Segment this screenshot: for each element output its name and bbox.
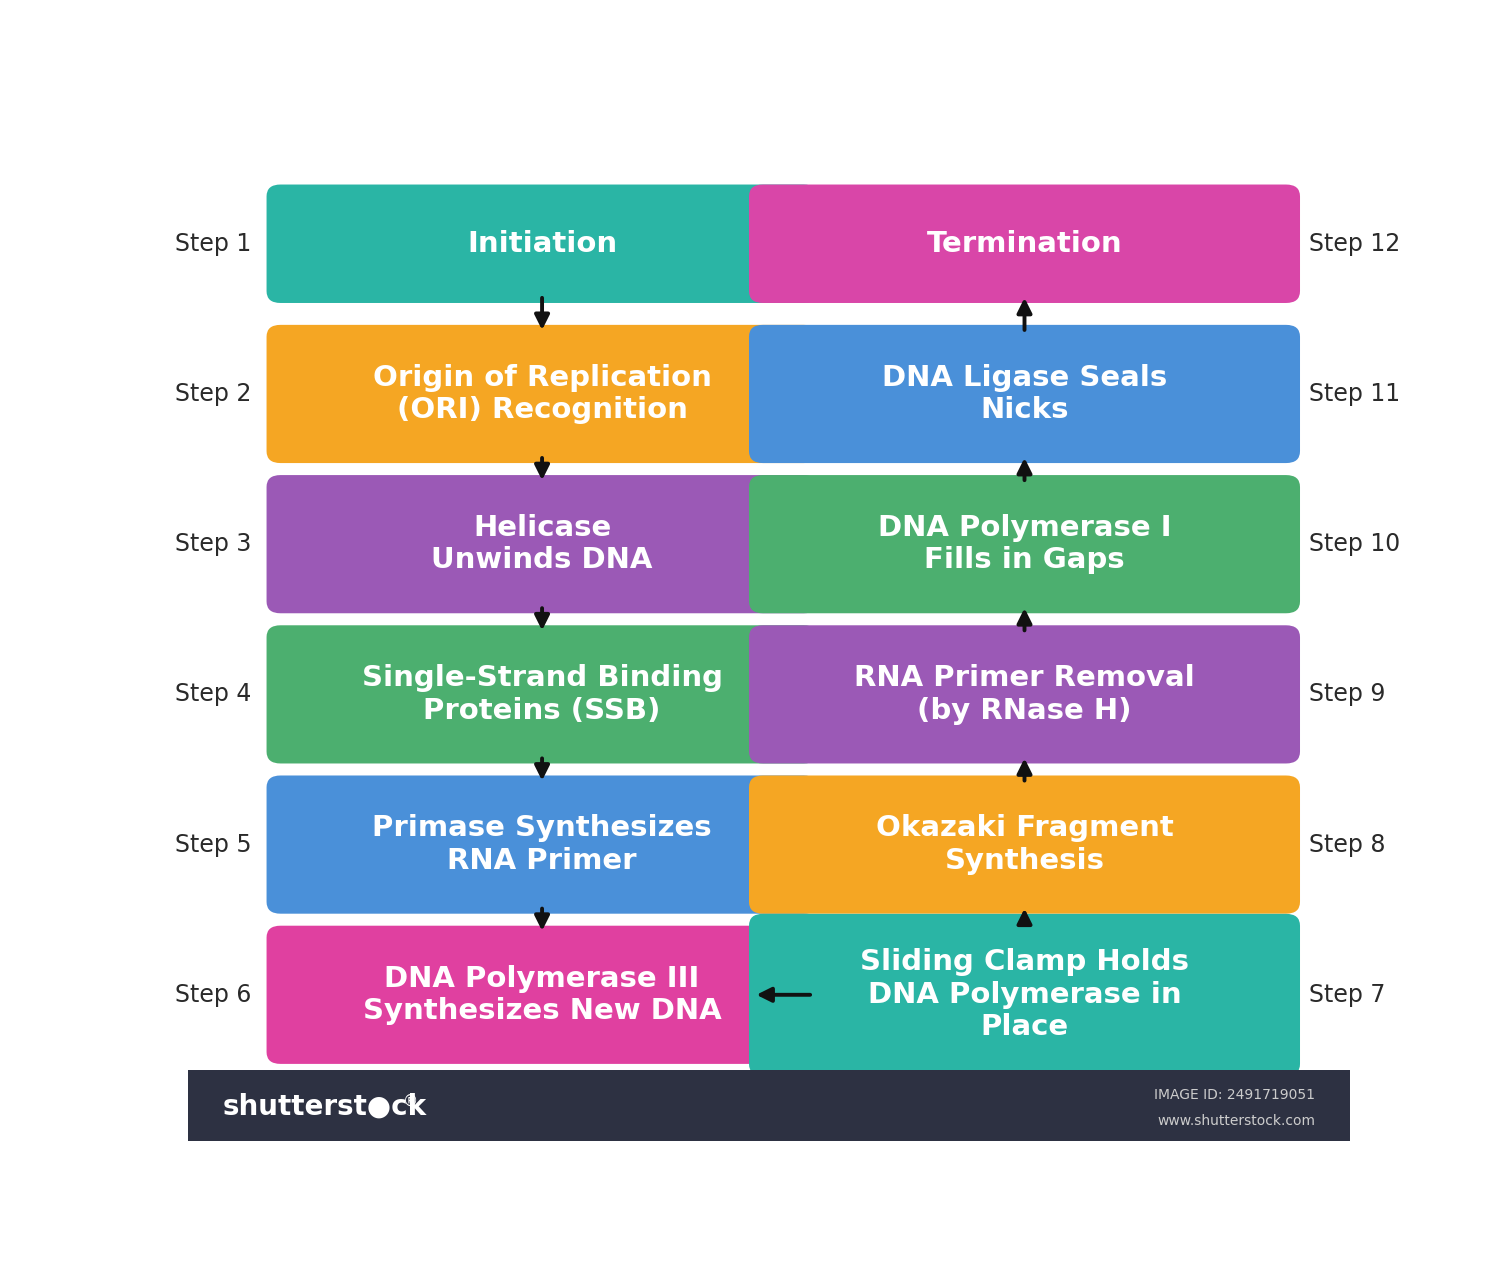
Text: Step 6: Step 6 <box>176 983 252 1006</box>
FancyBboxPatch shape <box>748 185 1300 303</box>
Text: Single-Strand Binding
Proteins (SSB): Single-Strand Binding Proteins (SSB) <box>362 664 723 724</box>
Text: Step 3: Step 3 <box>176 532 252 556</box>
FancyBboxPatch shape <box>748 324 1300 463</box>
Text: Termination: Termination <box>927 229 1122 258</box>
Text: Step 2: Step 2 <box>176 382 252 406</box>
FancyBboxPatch shape <box>748 914 1300 1076</box>
Text: Initiation: Initiation <box>466 229 616 258</box>
FancyBboxPatch shape <box>748 476 1300 613</box>
FancyBboxPatch shape <box>748 626 1300 764</box>
Text: ®: ® <box>402 1094 418 1109</box>
Text: Step 4: Step 4 <box>176 682 252 706</box>
Text: shutterst●ck: shutterst●ck <box>222 1092 426 1120</box>
FancyBboxPatch shape <box>267 324 818 463</box>
Text: www.shutterstock.com: www.shutterstock.com <box>1156 1114 1316 1128</box>
Text: Step 1: Step 1 <box>176 232 252 255</box>
FancyBboxPatch shape <box>267 476 818 613</box>
Text: Step 5: Step 5 <box>176 832 252 856</box>
Text: Step 12: Step 12 <box>1310 232 1401 255</box>
Text: DNA Polymerase III
Synthesizes New DNA: DNA Polymerase III Synthesizes New DNA <box>363 964 722 1026</box>
Text: DNA Polymerase I
Fills in Gaps: DNA Polymerase I Fills in Gaps <box>878 514 1172 574</box>
Text: Step 11: Step 11 <box>1310 382 1401 406</box>
FancyBboxPatch shape <box>267 185 818 303</box>
FancyBboxPatch shape <box>748 776 1300 914</box>
Text: Okazaki Fragment
Synthesis: Okazaki Fragment Synthesis <box>876 814 1173 874</box>
FancyBboxPatch shape <box>267 776 818 914</box>
Text: Step 10: Step 10 <box>1310 532 1401 556</box>
Text: RNA Primer Removal
(by RNase H): RNA Primer Removal (by RNase H) <box>853 664 1196 724</box>
Text: Step 7: Step 7 <box>1310 983 1386 1006</box>
Text: Origin of Replication
(ORI) Recognition: Origin of Replication (ORI) Recognition <box>372 364 711 424</box>
Text: Step 9: Step 9 <box>1310 682 1386 706</box>
Text: Helicase
Unwinds DNA: Helicase Unwinds DNA <box>432 514 652 574</box>
Text: DNA Ligase Seals
Nicks: DNA Ligase Seals Nicks <box>882 364 1167 424</box>
Text: Step 8: Step 8 <box>1310 832 1386 856</box>
Text: Primase Synthesizes
RNA Primer: Primase Synthesizes RNA Primer <box>372 814 712 874</box>
FancyBboxPatch shape <box>267 926 818 1064</box>
FancyBboxPatch shape <box>267 626 818 764</box>
Text: IMAGE ID: 2491719051: IMAGE ID: 2491719051 <box>1154 1088 1316 1101</box>
Text: Sliding Clamp Holds
DNA Polymerase in
Place: Sliding Clamp Holds DNA Polymerase in Pl… <box>859 949 1190 1041</box>
Bar <box>188 1070 1350 1141</box>
